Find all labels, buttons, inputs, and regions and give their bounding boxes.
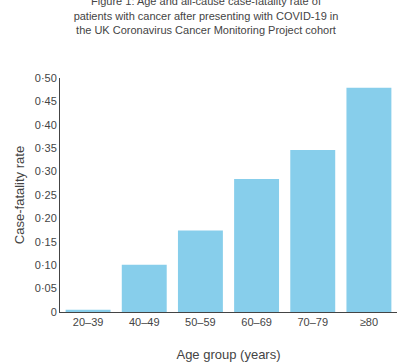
- svg-text:≥80: ≥80: [360, 316, 378, 328]
- svg-text:0·15: 0·15: [35, 236, 57, 248]
- svg-text:Figure 1: Age and all-cause ca: Figure 1: Age and all-cause case-fatalit…: [74, 0, 339, 36]
- svg-text:40–49: 40–49: [129, 316, 160, 328]
- svg-text:70–79: 70–79: [297, 316, 328, 328]
- svg-text:0·35: 0·35: [35, 142, 57, 154]
- svg-text:50–59: 50–59: [185, 316, 216, 328]
- svg-text:0·30: 0·30: [35, 165, 57, 177]
- svg-text:20–39: 20–39: [73, 316, 104, 328]
- svg-text:0·20: 0·20: [35, 212, 57, 224]
- svg-text:60–69: 60–69: [241, 316, 272, 328]
- svg-text:0·05: 0·05: [35, 282, 57, 294]
- svg-text:0·40: 0·40: [35, 119, 57, 131]
- svg-text:Age group (years): Age group (years): [176, 347, 280, 362]
- svg-text:0: 0: [51, 306, 57, 318]
- svg-text:0·45: 0·45: [35, 95, 57, 107]
- svg-text:Case-fatality rate: Case-fatality rate: [12, 146, 27, 244]
- svg-text:0·50: 0·50: [35, 72, 57, 84]
- svg-text:0·25: 0·25: [35, 189, 57, 201]
- svg-text:0·10: 0·10: [35, 259, 57, 271]
